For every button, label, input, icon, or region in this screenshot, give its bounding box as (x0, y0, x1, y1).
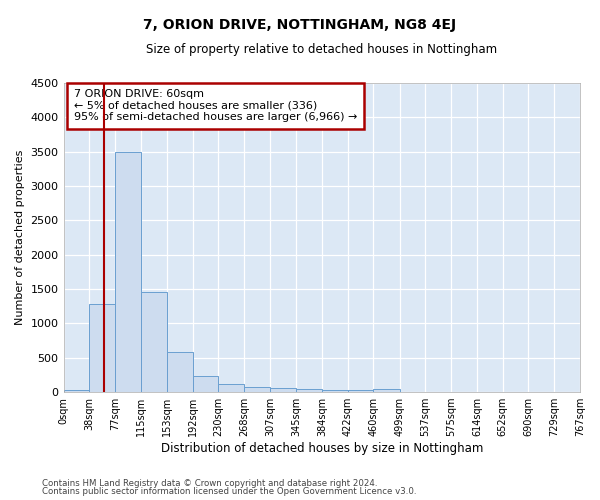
Bar (89, 304, 115, 392)
Bar (373, 389, 400, 392)
Bar (347, 390, 373, 392)
Text: Contains public sector information licensed under the Open Government Licence v3: Contains public sector information licen… (42, 487, 416, 496)
Bar (141, 292, 167, 392)
Text: Contains HM Land Registry data © Crown copyright and database right 2024.: Contains HM Land Registry data © Crown c… (42, 478, 377, 488)
Bar (64, 390, 89, 392)
Bar (193, 376, 218, 392)
Text: 7, ORION DRIVE, NOTTINGHAM, NG8 4EJ: 7, ORION DRIVE, NOTTINGHAM, NG8 4EJ (143, 18, 457, 32)
Bar (218, 384, 244, 392)
Title: Size of property relative to detached houses in Nottingham: Size of property relative to detached ho… (146, 42, 497, 56)
Bar (296, 390, 322, 392)
X-axis label: Distribution of detached houses by size in Nottingham: Distribution of detached houses by size … (161, 442, 483, 455)
Bar (322, 390, 347, 392)
Text: 7 ORION DRIVE: 60sqm
← 5% of detached houses are smaller (336)
95% of semi-detac: 7 ORION DRIVE: 60sqm ← 5% of detached ho… (74, 89, 357, 122)
Bar (167, 352, 193, 392)
Y-axis label: Number of detached properties: Number of detached properties (15, 150, 25, 326)
Bar (115, 152, 141, 392)
Bar (270, 388, 296, 392)
Bar (244, 386, 270, 392)
